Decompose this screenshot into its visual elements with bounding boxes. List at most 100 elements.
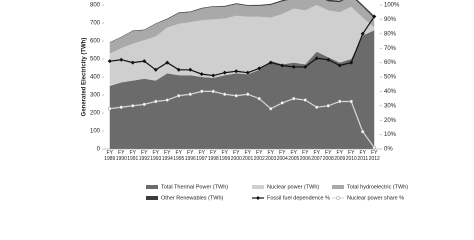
marker	[142, 59, 147, 64]
marker	[107, 59, 112, 64]
marker	[326, 57, 331, 62]
marker	[222, 92, 227, 97]
x-tick-label: FY 2008	[322, 150, 334, 162]
x-tick-label: FY 2012	[368, 150, 380, 162]
marker	[199, 72, 204, 77]
marker	[360, 31, 365, 36]
marker	[349, 60, 354, 65]
y-tick-label: 500	[90, 57, 101, 63]
marker	[245, 70, 250, 75]
x-tick-label: FY 2000	[230, 150, 242, 162]
marker	[176, 67, 181, 72]
x-tick-label: FY 2006	[299, 150, 311, 162]
legend-swatch	[146, 185, 158, 189]
y-tick-label: 800	[90, 3, 101, 9]
marker	[291, 64, 296, 69]
x-tick-label: FY 2010	[345, 150, 357, 162]
x-tick-label: FY 1995	[173, 150, 185, 162]
area	[109, 5, 375, 86]
y-tick-label: 600	[90, 39, 101, 45]
marker	[153, 99, 158, 104]
legend-swatch	[252, 185, 264, 189]
area	[109, 0, 375, 54]
legend-marker	[256, 196, 260, 200]
marker	[130, 60, 135, 65]
y2-tick-label: 20%	[384, 118, 397, 124]
legend-label: Total Thermal Power (TWh)	[161, 184, 228, 190]
y2-tick-label: 90%	[384, 17, 397, 23]
marker	[130, 103, 135, 108]
marker	[268, 106, 273, 111]
x-tick-label: FY 2004	[276, 150, 288, 162]
y2-tick-label: 30%	[384, 103, 397, 109]
marker	[142, 102, 147, 107]
x-tick-label: FY 1998	[207, 150, 219, 162]
marker	[372, 145, 377, 150]
y-tick-label: 200	[90, 111, 101, 117]
marker	[165, 98, 170, 102]
marker	[245, 92, 250, 97]
y2-tick-label: 40%	[384, 89, 397, 95]
area	[109, 30, 375, 150]
y-tick-label: 700	[90, 21, 101, 27]
x-tick-label: FY 1991	[127, 150, 139, 162]
x-tick-label: FY 2009	[334, 150, 346, 162]
x-tick-label: FY 1992	[138, 150, 150, 162]
marker	[326, 103, 331, 108]
y2-tick-label: 50%	[384, 75, 397, 81]
x-tick-label: FY 2002	[253, 150, 265, 162]
marker	[107, 106, 112, 111]
y2-tick-label: 10%	[384, 132, 397, 138]
x-tick-label: FY 1990	[115, 150, 127, 162]
y2-tick-label: 80%	[384, 31, 397, 37]
y-tick-label: 300	[90, 93, 101, 99]
marker	[234, 69, 239, 74]
x-tick-label: FY 1999	[219, 150, 231, 162]
marker	[211, 89, 216, 94]
marker	[314, 105, 319, 110]
marker	[303, 64, 308, 69]
page: Generated Electricity (TWh) 0 100 200 300 40…	[82, 0, 408, 201]
marker	[291, 96, 296, 101]
line	[109, 90, 375, 148]
x-tick-label: FY 1996	[184, 150, 196, 162]
marker	[268, 60, 273, 65]
y2-tick-label: 100%	[384, 3, 400, 9]
marker	[165, 60, 170, 65]
marker	[153, 67, 158, 72]
x-tick-label: FY 2001	[242, 150, 254, 162]
legend-marker	[336, 196, 340, 200]
marker	[188, 67, 193, 72]
y-tick-label: 400	[90, 75, 101, 81]
y2-tick-label: 60%	[384, 60, 397, 66]
x-tick-label: FY 2007	[311, 150, 323, 162]
marker	[234, 93, 239, 98]
marker	[337, 63, 342, 68]
legend-label: Other Renewables (TWh)	[161, 195, 224, 201]
legend-label: Nuclear power share %	[347, 195, 404, 201]
line	[109, 16, 375, 77]
marker	[188, 92, 193, 97]
legend-label: Fossil fuel dependence %	[267, 195, 330, 201]
x-tick-label: FY 2011	[357, 150, 369, 162]
y-tick-label: 0	[97, 147, 101, 153]
marker	[119, 57, 124, 62]
legend-swatch	[146, 196, 158, 200]
x-tick-label: FY 1989	[104, 150, 116, 162]
x-tick-label: FY 2005	[288, 150, 300, 162]
marker	[257, 96, 262, 101]
x-tick-label: FY 1997	[196, 150, 208, 162]
x-tick-label: FY 1994	[161, 150, 173, 162]
y-tick-label: 100	[90, 129, 101, 135]
y-axis-title: Generated Electricity (TWh)	[82, 38, 88, 117]
marker	[360, 129, 365, 134]
y2-tick-label: 0%	[384, 147, 393, 153]
marker	[176, 93, 181, 98]
marker	[372, 14, 377, 19]
legend-label: Nuclear power (TWh)	[267, 184, 319, 190]
marker	[222, 70, 227, 75]
x-tick-label: FY 1993	[150, 150, 162, 162]
marker	[119, 105, 124, 110]
marker	[337, 99, 342, 104]
marker	[303, 98, 308, 102]
